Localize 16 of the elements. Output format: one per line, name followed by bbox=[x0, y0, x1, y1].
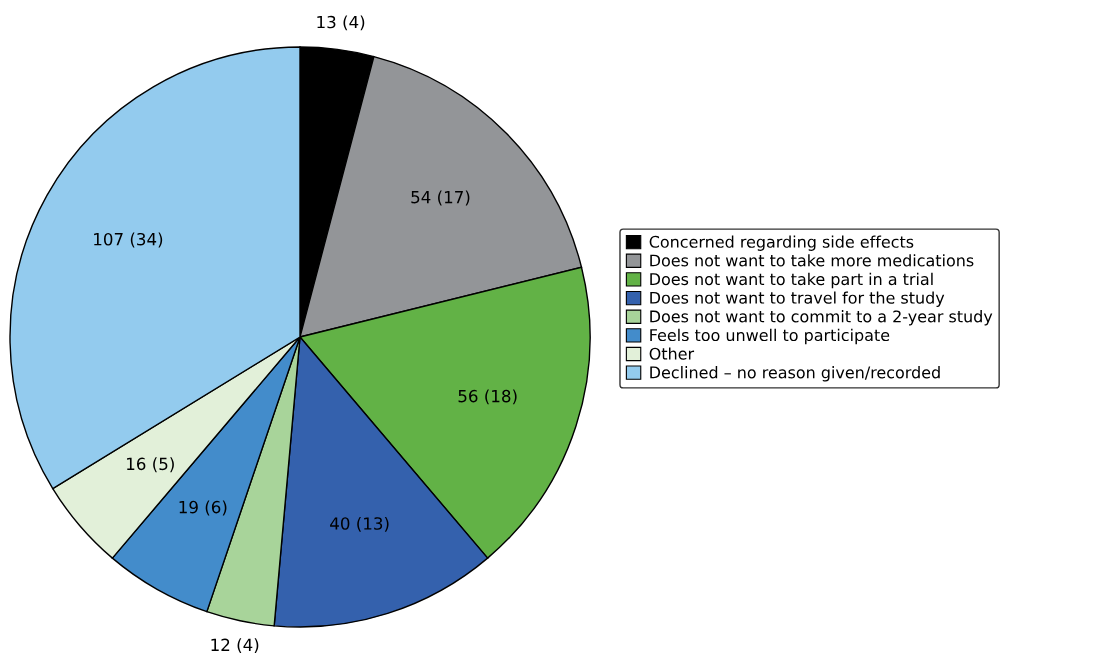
data-label: 16 (5) bbox=[127, 457, 174, 473]
legend-label: Feels too unwell to participate bbox=[650, 328, 890, 345]
data-label: 13 (4) bbox=[317, 15, 365, 31]
data-label: 12 (4) bbox=[211, 638, 259, 654]
legend-label: Declined – no reason given/recorded bbox=[650, 366, 940, 382]
legend-label: Does not want to take part in a trial bbox=[650, 272, 933, 289]
data-label: 19 (6) bbox=[179, 500, 227, 516]
legend-label: Other bbox=[649, 347, 695, 360]
legend-label: Does not want to commit to a 2-year study bbox=[650, 310, 993, 326]
data-label: 54 (17) bbox=[411, 190, 470, 206]
data-label: 40 (13) bbox=[330, 516, 389, 532]
legend-label: Concerned regarding side effects bbox=[649, 235, 914, 251]
legend-label: Does not want to take more medications bbox=[650, 254, 974, 267]
legend-label: Does not want to travel for the study bbox=[650, 291, 945, 307]
data-label: 56 (18) bbox=[458, 389, 517, 405]
data-label: 107 (34) bbox=[94, 232, 163, 248]
